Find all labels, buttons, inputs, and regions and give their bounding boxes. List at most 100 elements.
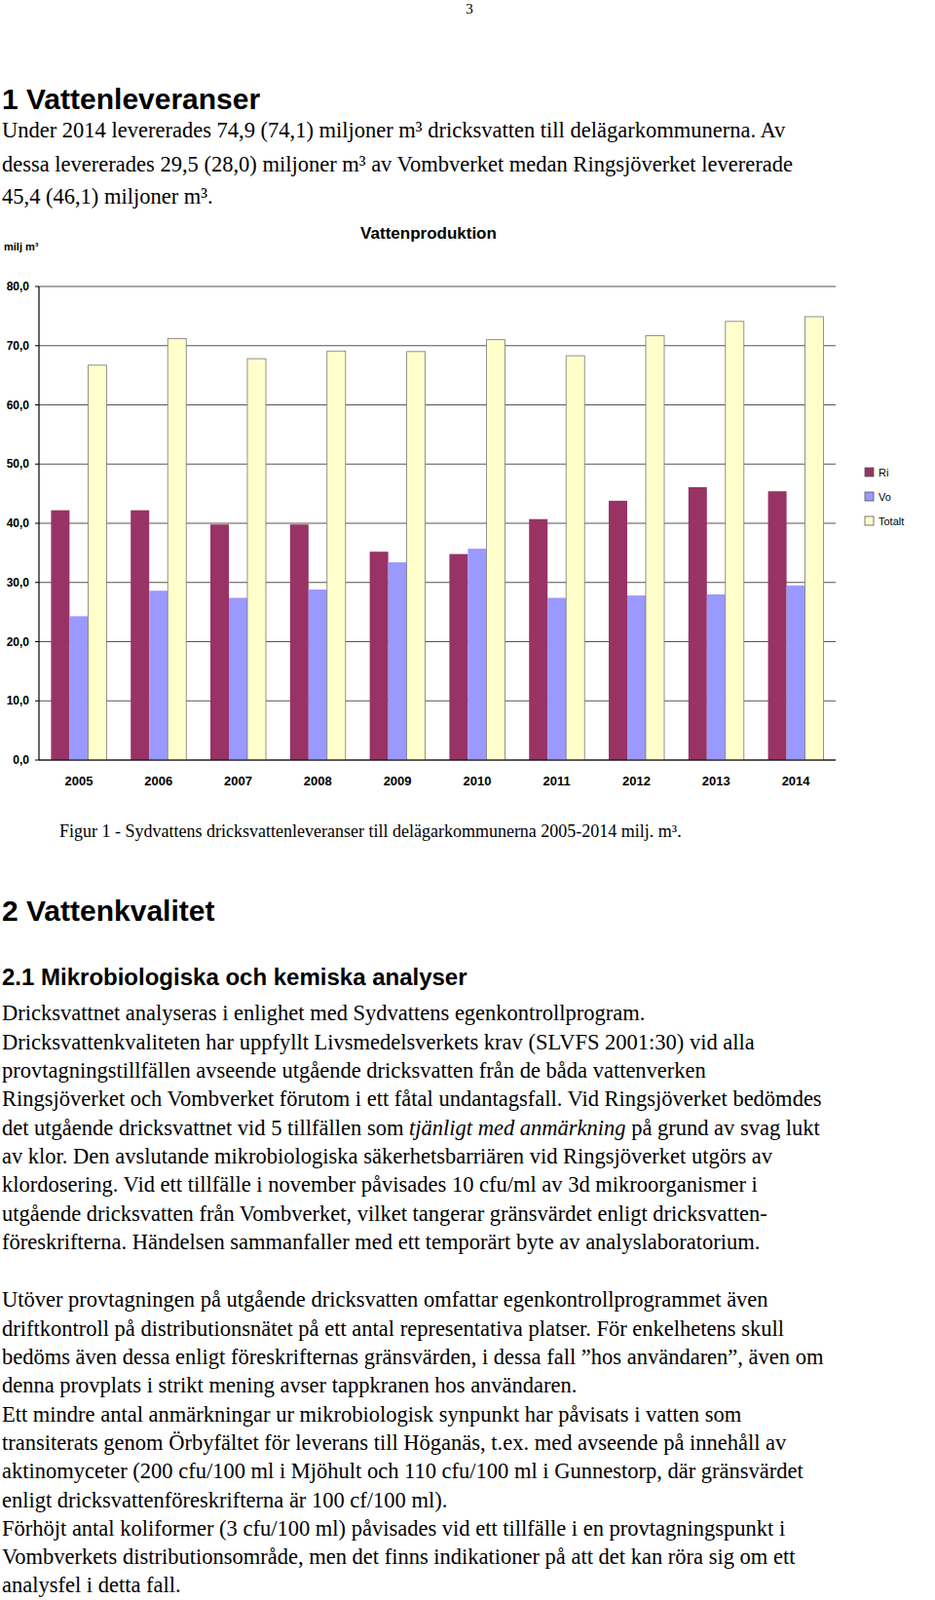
tick-label: 10,0 [6, 693, 31, 708]
bar [467, 548, 487, 760]
category-label: 2013 [702, 773, 731, 788]
text-run: på grund av svag lukt [626, 1115, 822, 1140]
body-line: analysfel i detta fall. [1, 1571, 182, 1597]
bar [627, 595, 646, 760]
legend-label: Vo [878, 490, 892, 503]
body-line: provtagningstillfällen avseende utgående… [1, 1057, 707, 1083]
bar [388, 561, 408, 760]
subheading: 2.1 Mikrobiologiska och kemiska analyser [1, 963, 468, 990]
bar [50, 510, 70, 760]
category-label: 2012 [622, 773, 651, 788]
bar [290, 523, 309, 760]
tick-label: 70,0 [6, 338, 31, 353]
bar [87, 365, 107, 760]
text-run: tjänligt med anmärkning [409, 1115, 626, 1140]
category-label: 2011 [543, 773, 571, 788]
figure-caption: Figur 1 - Sydvattens dricksvattenleveran… [59, 821, 682, 841]
category-label: 2005 [64, 773, 93, 788]
grid-line [38, 286, 836, 288]
bar [130, 510, 150, 760]
bar [528, 519, 548, 760]
body-line: Ett mindre antal anmärkningar ur mikrobi… [1, 1401, 743, 1426]
tick-label: 60,0 [6, 398, 31, 412]
category-label: 2009 [383, 773, 412, 788]
body-line: transiterats genom Örbyfältet för levera… [1, 1429, 787, 1455]
category-label: 2007 [224, 773, 253, 788]
body-line: driftkontroll på distributionsnätet på e… [1, 1315, 785, 1341]
body-line: aktinomyceter (200 cfu/100 ml i Mjöhult … [1, 1458, 804, 1483]
bar [327, 350, 346, 760]
chart-title: Vattenproduktion [360, 224, 497, 243]
body-line: Dricksvattnet analyseras i enlighet med … [1, 1000, 645, 1025]
body-line: Under 2014 levererades 74,9 (74,1) miljo… [1, 117, 786, 143]
body-line: denna provplats i strikt mening avser ta… [1, 1372, 577, 1397]
body-line: klordosering. Vid ett tillfälle i novemb… [1, 1171, 758, 1197]
bar [69, 615, 88, 760]
bar [370, 551, 389, 760]
tick-label: 20,0 [6, 635, 31, 649]
bar [805, 316, 824, 760]
text-run: det utgående dricksvattnet vid 5 tillfäl… [1, 1115, 410, 1140]
x-axis [38, 758, 836, 760]
bar [210, 523, 229, 760]
legend-label: Totalt [878, 515, 904, 527]
bars [50, 316, 823, 760]
bar [448, 554, 468, 760]
bar [247, 358, 266, 760]
page: 3 1 VattenleveranserUnder 2014 levererade… [0, 0, 935, 1600]
bar [547, 598, 566, 760]
bar [707, 594, 726, 760]
bar [308, 589, 328, 760]
bar [228, 598, 248, 760]
bar [786, 585, 806, 760]
grid-line [38, 404, 836, 406]
bar [407, 351, 426, 760]
legend-label: Ri [878, 466, 889, 479]
body-line: Ringsjöverket och Vombverket förutom i e… [1, 1085, 823, 1111]
category-label: 2014 [782, 773, 812, 788]
heading: 2 Vattenkvalitet [1, 894, 215, 927]
bar [486, 339, 505, 760]
body-line: Dricksvattenkvaliteten har uppfyllt Livs… [1, 1029, 755, 1054]
body-line: det utgående dricksvattnet vid 5 tillfäl… [1, 1115, 822, 1140]
page-number: 3 [465, 0, 474, 17]
legend-swatch [864, 491, 874, 501]
grid-line [38, 523, 836, 524]
category-label: 2010 [462, 773, 491, 788]
heading: 1 Vattenleveranser [1, 82, 261, 115]
body-line: Förhöjt antal koliformer (3 cfu/100 ml) … [1, 1515, 786, 1540]
y-axis [37, 286, 39, 760]
bar [608, 500, 628, 760]
bar [645, 335, 665, 760]
body-line: Utöver provtagningen på utgående dricksv… [1, 1286, 769, 1311]
body-line: föreskrifterna. Händelsen sammanfaller m… [1, 1229, 760, 1254]
tick-label: 40,0 [6, 516, 31, 530]
tick-label: 0,0 [12, 752, 30, 767]
tick-label: 30,0 [6, 575, 31, 590]
bar [688, 486, 708, 760]
body-line: Vombverkets distributionsområde, men det… [1, 1543, 796, 1569]
body-line: enligt dricksvattenföreskrifterna är 100… [1, 1487, 448, 1512]
axis-label: milj m³ [3, 240, 39, 253]
bar [167, 337, 187, 760]
legend-swatch [864, 467, 874, 477]
grid-line [38, 759, 836, 761]
legend-swatch [864, 516, 874, 525]
body-line: dessa levererades 29,5 (28,0) miljoner m… [1, 151, 793, 177]
tick-label: 80,0 [6, 279, 31, 294]
grid-line [38, 463, 836, 465]
body-line: utgående dricksvatten från Vombverket, v… [1, 1200, 768, 1226]
grid-line [38, 344, 836, 346]
bar [565, 355, 585, 760]
bar [725, 321, 745, 760]
tick-label: 50,0 [6, 456, 31, 471]
category-label: 2006 [144, 773, 173, 788]
chart: Vattenproduktion milj m³ 0,0 10,0 20,0 30,0 40… [3, 224, 904, 788]
bar [149, 590, 168, 760]
grid-line [38, 581, 836, 583]
bar [768, 490, 787, 760]
body-line: bedöms även dessa enligt föreskrifternas… [1, 1344, 824, 1369]
body-line: av klor. Den avslutande mikrobiologiska … [1, 1143, 774, 1168]
category-label: 2008 [303, 773, 333, 788]
body-line: 45,4 (46,1) miljoner m³. [1, 184, 214, 209]
